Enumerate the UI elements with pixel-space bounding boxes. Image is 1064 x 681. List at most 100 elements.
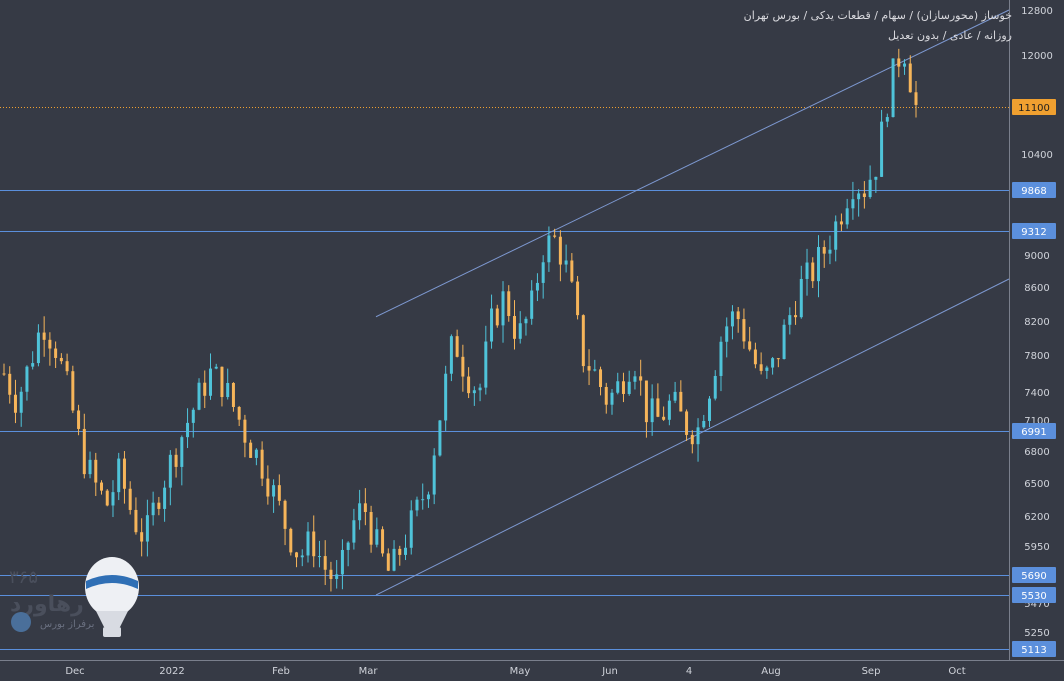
level-price-tag [1012,423,1056,439]
candle-body [180,437,184,467]
candle-body [650,398,654,423]
x-tick-label: Oct [948,666,965,677]
candle-body [593,369,597,371]
candle-body [295,552,299,558]
candle-body [851,199,855,209]
y-tick-label: 5950 [1024,542,1049,553]
watermark-tagline: برفراز بورس [40,619,94,630]
candle-body [8,373,12,395]
candle-body [444,373,448,421]
candle-body [352,520,356,543]
candle-body [748,341,752,350]
candle-body [409,510,413,548]
candle-body [163,487,167,509]
candlestick-series [2,48,918,592]
chart-header: خوساز (محورسازان) / سهام / قطعات یدکی / … [744,6,1012,46]
last-price-tag-label: 11100 [1018,103,1050,114]
level-price-tag [1012,182,1056,198]
watermark-badge-icon [11,612,31,632]
x-tick-label: Sep [862,666,881,677]
y-tick-label: 12000 [1021,51,1053,62]
candle-body [822,247,826,254]
y-tick-label: 8600 [1024,283,1049,294]
candle-body [134,509,138,533]
candle-body [88,459,92,475]
candle-body [564,260,568,265]
candle-body [599,369,603,388]
candle-body [903,63,907,67]
y-tick-label: 10400 [1021,150,1053,161]
candle-body [100,482,104,491]
candle-body [157,502,161,509]
candle-body [667,400,671,420]
candle-body [880,121,884,177]
candle-body [816,247,820,282]
candle-body [753,349,757,365]
x-axis-ticks: Dec 2022 Feb Mar May Jun 4 Aug Sep Oct [65,666,965,677]
candle-body [610,392,614,405]
candle-body [260,449,264,479]
candle-body [36,332,40,364]
candle-body [272,485,276,497]
candle-body [478,387,482,391]
y-tick-label: 7800 [1024,351,1049,362]
candle-body [426,494,430,500]
candle-body [685,411,689,435]
candle-body [541,262,545,283]
candle-body [765,367,769,371]
price-tags: 9868 9312 6991 5690 5530 5113 11100 [1012,99,1056,657]
candle-body [776,358,780,360]
x-tick-label: Feb [272,666,290,677]
candle-body [369,512,373,545]
candle-body [857,193,861,200]
candle-body [507,291,511,317]
candle-body [467,376,471,394]
level-price-tag-label: 5530 [1021,591,1046,602]
candle-body [633,376,637,382]
candle-body [782,324,786,360]
candle-body [19,391,23,413]
candle-body [421,499,425,501]
candle-body [363,503,367,513]
candle-body [254,449,258,458]
candle-body [329,569,333,579]
candle-body [277,485,281,501]
candle-body [54,348,58,358]
candle-body [249,442,253,458]
candle-body [730,311,734,327]
candle-body [300,555,304,558]
level-price-tag [1012,641,1056,657]
y-tick-label: 6200 [1024,512,1049,523]
candle-body [558,236,562,265]
candle-body [191,409,195,423]
candle-body [346,542,350,550]
candle-body [174,454,178,467]
x-tick-label: 2022 [159,666,184,677]
level-price-tag [1012,567,1056,583]
candle-body [742,319,746,342]
candle-body [289,528,293,553]
level-price-tag-label: 5113 [1021,645,1046,656]
candle-body [530,290,534,319]
level-price-tag-label: 6991 [1021,427,1046,438]
candle-body [140,532,144,542]
candle-body [759,364,763,371]
candle-body [656,398,660,417]
candle-body [237,406,241,420]
candle-body [31,363,35,367]
candle-body [59,357,63,362]
candle-body [381,529,385,554]
candle-body [438,420,442,456]
candle-body [312,531,316,557]
candle-body [799,278,803,318]
candle-body [151,502,155,516]
y-tick-label: 5470 [1024,599,1049,610]
candle-body [845,208,849,225]
candle-body [587,366,591,371]
candle-body [283,500,287,529]
candle-body [335,574,339,579]
candle-body [243,419,247,443]
candle-body [495,308,499,326]
candle-body [340,549,344,575]
